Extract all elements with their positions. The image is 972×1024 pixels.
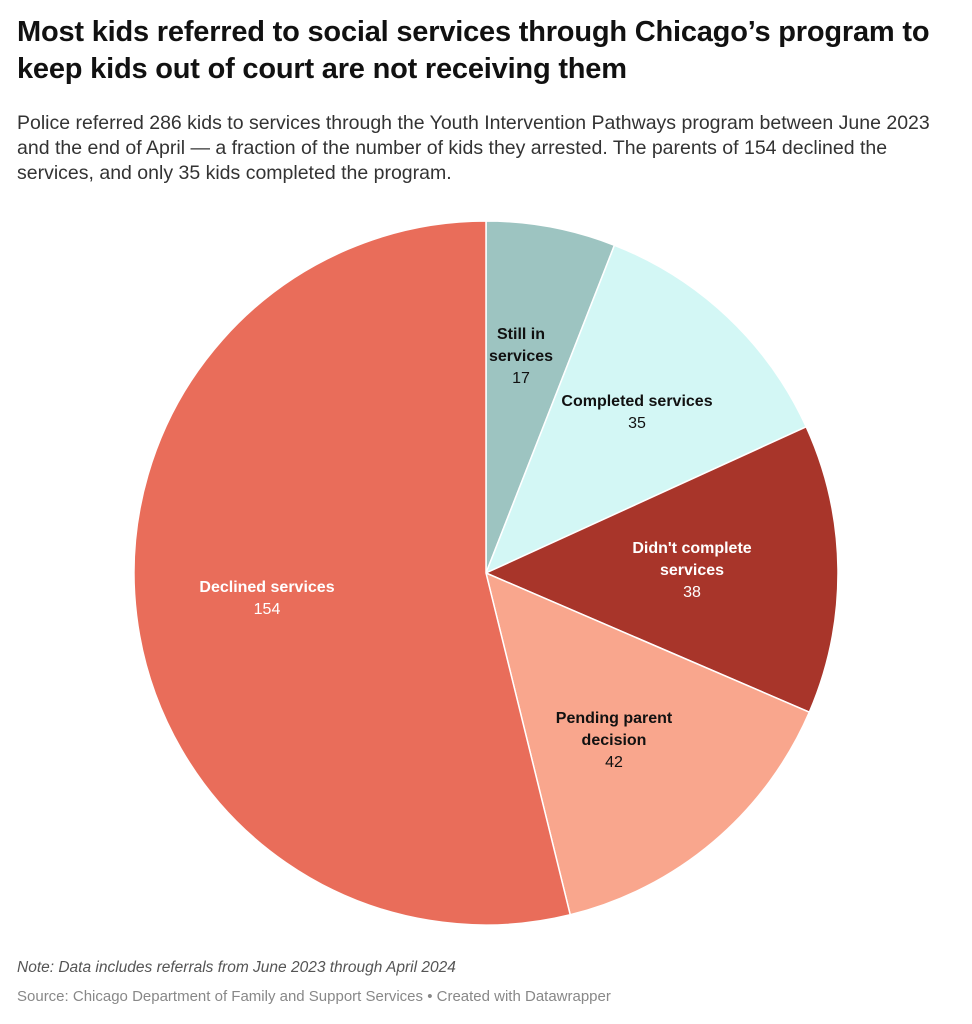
pie-slice-pending-parent-decision xyxy=(484,571,811,916)
slice-label-value: 38 xyxy=(683,584,701,601)
pie-slice-didn-t-complete-services xyxy=(484,425,839,714)
chart-source: Source: Chicago Department of Family and… xyxy=(17,988,611,1005)
slice-label: Didn't complete services 38 xyxy=(622,538,762,604)
pie-slice-completed-services xyxy=(484,244,808,575)
slice-label-value: 42 xyxy=(605,754,623,771)
chart-title: Most kids referred to social services th… xyxy=(17,16,930,85)
slice-label-name: Declined services xyxy=(199,579,335,596)
slice-label-value: 35 xyxy=(628,415,646,432)
slice-label: Pending parent decision 42 xyxy=(544,708,684,774)
pie-slice-declined-services xyxy=(133,220,572,926)
slice-label-name: Didn't complete services xyxy=(632,540,752,579)
slice-label-value: 17 xyxy=(512,370,530,387)
slice-label: Declined services 154 xyxy=(167,577,367,621)
slice-label-name: Completed services xyxy=(561,393,713,410)
slice-label-name: Pending parent decision xyxy=(555,710,673,749)
pie-slice-still-in-services xyxy=(485,220,616,574)
chart-subtitle: Police referred 286 kids to services thr… xyxy=(17,112,930,184)
slice-label: Still in services 17 xyxy=(476,324,566,390)
slice-label: Completed services 35 xyxy=(537,391,737,435)
slice-label-value: 154 xyxy=(253,601,281,618)
chart-note: Note: Data includes referrals from June … xyxy=(17,959,456,976)
slice-label-name: Still in services xyxy=(488,326,554,365)
